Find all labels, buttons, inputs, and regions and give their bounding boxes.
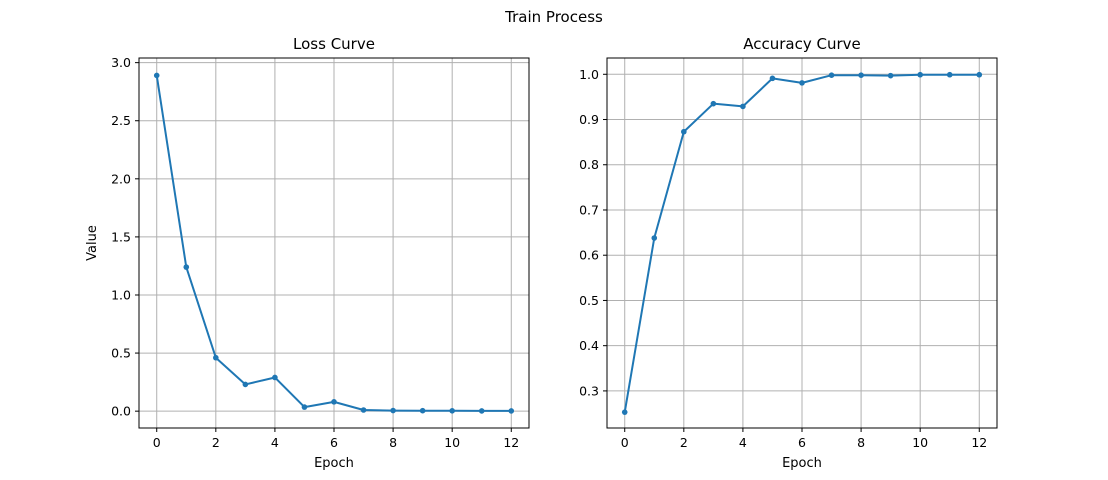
- accuracy-data-point: [769, 75, 776, 82]
- accuracy-y-tick-label: 0.3: [579, 383, 599, 398]
- loss-x-axis-label: Epoch: [314, 456, 354, 471]
- loss-data-point: [272, 374, 278, 381]
- loss-data-point: [508, 408, 515, 414]
- loss-x-tick-label: 2: [212, 435, 220, 450]
- accuracy-x-tick-label: 8: [857, 435, 865, 450]
- loss-y-tick-label: 3.0: [111, 55, 131, 70]
- accuracy-x-tick-label: 12: [971, 435, 987, 450]
- accuracy-x-tick-label: 2: [680, 435, 688, 450]
- accuracy-y-tick-label: 0.7: [579, 202, 599, 217]
- loss-panel: 0 2 4 6 8 10 12 0.0 0.5 1.0 1.5 2.0 2.5 3.0 Loss Curve…: [85, 35, 530, 471]
- loss-x-tick-label: 6: [330, 435, 338, 450]
- accuracy-y-tick-label: 0.8: [579, 157, 599, 172]
- loss-y-tick-label: 0.0: [111, 404, 131, 419]
- accuracy-y-tick-label: 0.5: [579, 293, 599, 308]
- accuracy-data-point: [828, 72, 835, 78]
- accuracy-data-point: [917, 71, 923, 78]
- accuracy-data-point: [799, 80, 805, 86]
- loss-data-point: [213, 354, 219, 361]
- loss-data-point: [331, 399, 337, 405]
- accuracy-data-point: [740, 103, 746, 110]
- loss-x-tick-label: 0: [153, 435, 161, 450]
- accuracy-x-tick-label: 0: [621, 435, 629, 450]
- loss-data-point: [183, 264, 190, 270]
- loss-data-point: [153, 72, 160, 79]
- loss-x-tick-label: 4: [271, 435, 279, 450]
- accuracy-panel: 0 2 4 6 8 10 12 0.3 0.4 0.5 0.6 0.7 0.8 0.9 1.0 Accurac…: [579, 35, 998, 471]
- accuracy-data-point: [946, 71, 953, 78]
- accuracy-x-axis-label: Epoch: [782, 456, 822, 471]
- loss-data-point: [419, 407, 426, 414]
- loss-x-tick-label: 12: [503, 435, 519, 450]
- loss-data-point: [360, 407, 367, 413]
- loss-y-tick-label: 0.5: [111, 346, 131, 361]
- loss-data-point: [390, 407, 396, 414]
- accuracy-x-tick-label: 6: [798, 435, 806, 450]
- accuracy-title: Accuracy Curve: [743, 35, 861, 53]
- figure-suptitle: Train Process: [504, 8, 603, 26]
- loss-data-point: [301, 404, 308, 410]
- loss-data-point: [242, 381, 249, 388]
- loss-title: Loss Curve: [293, 35, 375, 53]
- loss-y-axis-label: Value: [85, 225, 100, 261]
- accuracy-x-tick-label: 10: [912, 435, 928, 450]
- loss-x-tick-label: 10: [444, 435, 460, 450]
- accuracy-x-tick-label: 4: [739, 435, 747, 450]
- loss-y-tick-label: 2.0: [111, 171, 131, 186]
- loss-y-tick-label: 1.5: [111, 229, 131, 244]
- accuracy-data-point: [858, 72, 864, 78]
- loss-data-point: [478, 408, 485, 414]
- accuracy-data-point: [976, 71, 983, 78]
- accuracy-data-point: [887, 72, 894, 79]
- accuracy-y-tick-label: 0.9: [579, 112, 599, 127]
- loss-data-point: [449, 408, 455, 414]
- loss-x-tick-label: 8: [389, 435, 397, 450]
- loss-y-tick-label: 1.0: [111, 287, 131, 302]
- accuracy-y-tick-label: 0.6: [579, 248, 599, 263]
- accuracy-y-tick-label: 1.0: [579, 67, 599, 82]
- loss-y-tick-label: 2.5: [111, 113, 131, 128]
- accuracy-data-point: [621, 409, 628, 415]
- accuracy-data-point: [681, 128, 687, 135]
- accuracy-y-tick-label: 0.4: [579, 338, 599, 353]
- accuracy-data-point: [710, 100, 717, 107]
- accuracy-data-point: [651, 235, 658, 241]
